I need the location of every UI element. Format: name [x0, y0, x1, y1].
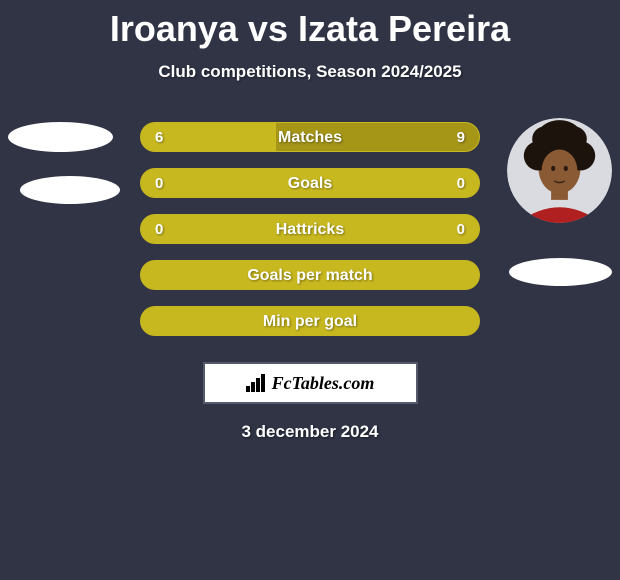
stat-row: Hattricks0 0: [140, 214, 480, 244]
stat-label: Min per goal: [141, 307, 479, 335]
stat-row: Goals per match: [140, 260, 480, 290]
subtitle: Club competitions, Season 2024/2025: [0, 62, 620, 82]
stat-value-right: 0: [457, 215, 465, 244]
stat-value-left: 0: [155, 215, 163, 244]
page-title: Iroanya vs Izata Pereira: [0, 0, 620, 50]
stat-label: Hattricks: [141, 215, 479, 243]
date-text: 3 december 2024: [0, 422, 620, 442]
stat-row: Goals0 0: [140, 168, 480, 198]
footer-brand-text: FcTables.com: [272, 373, 375, 394]
stat-row: Min per goal: [140, 306, 480, 336]
stat-row: Matches6 9: [140, 122, 480, 152]
stat-value-left: 0: [155, 169, 163, 198]
stat-value-right: 9: [457, 123, 465, 152]
stat-label: Matches: [141, 123, 479, 151]
stat-value-right: 0: [457, 169, 465, 198]
bars-icon: [246, 374, 268, 392]
stats-area: Matches69Goals00Hattricks00Goals per mat…: [0, 122, 620, 336]
stat-label: Goals: [141, 169, 479, 197]
stat-label: Goals per match: [141, 261, 479, 289]
footer-logo: FcTables.com: [203, 362, 418, 404]
stat-value-left: 6: [155, 123, 163, 152]
